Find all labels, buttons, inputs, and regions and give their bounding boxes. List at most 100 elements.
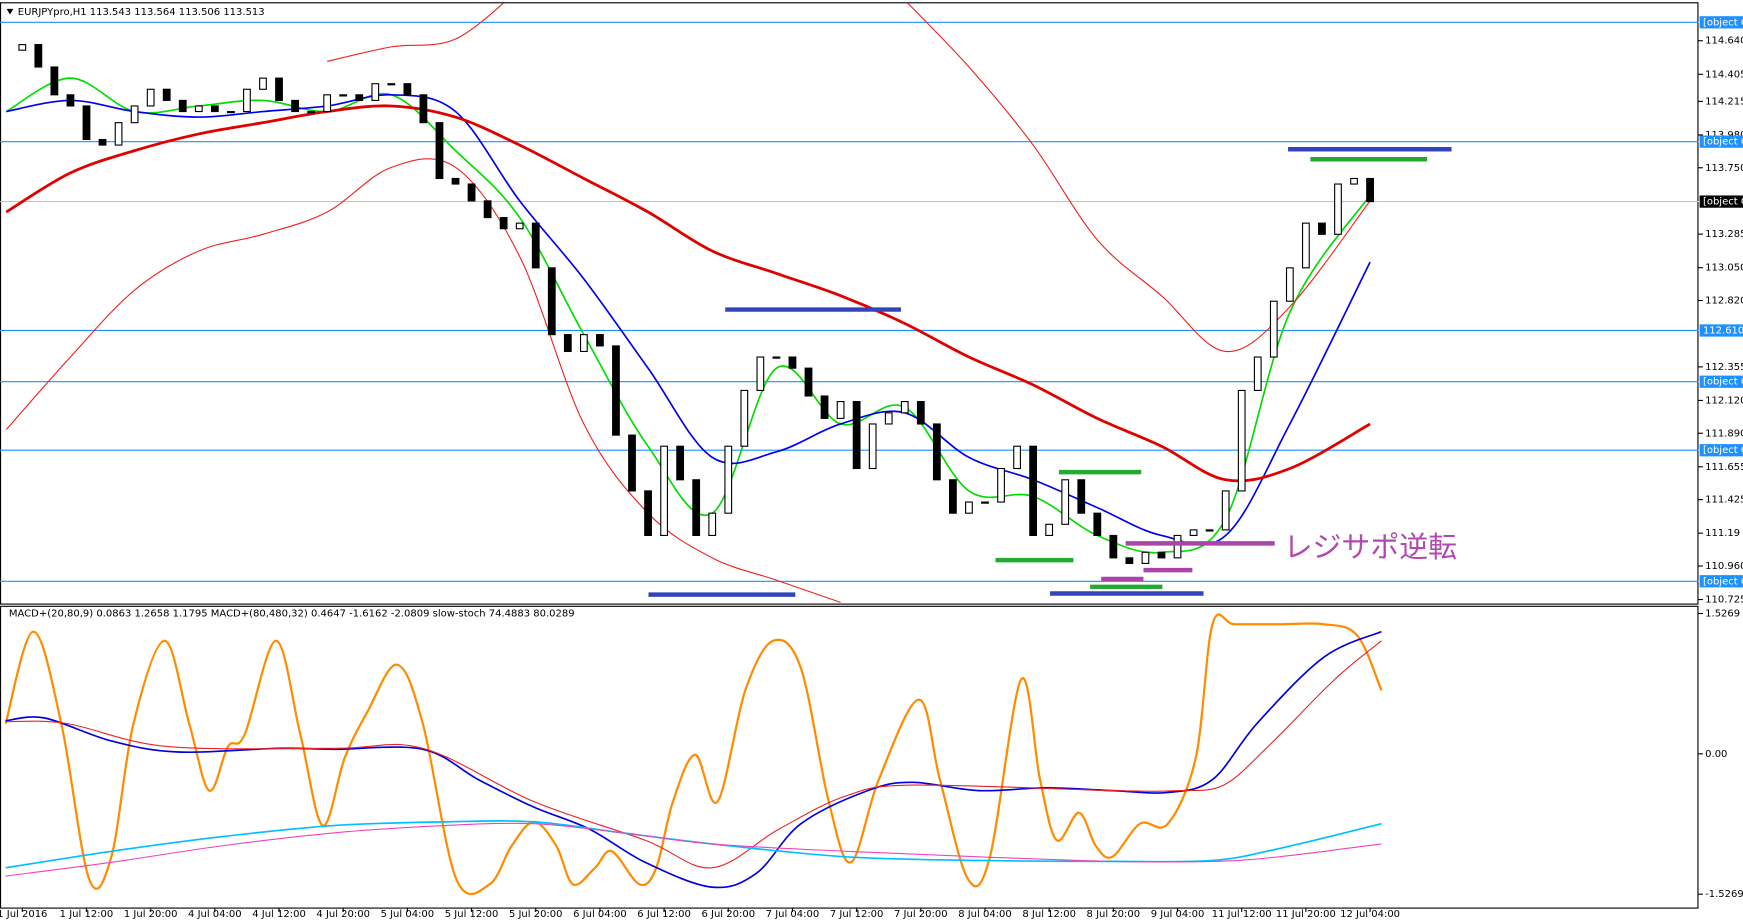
y-tick-label: 113.050 <box>1705 263 1743 274</box>
y-tick-label: 114.405 <box>1705 69 1743 80</box>
candle <box>259 77 267 90</box>
candle <box>467 183 476 202</box>
candle <box>852 401 861 470</box>
candle <box>18 44 27 51</box>
y-tick-label: 112.120 <box>1705 395 1743 406</box>
candle <box>676 445 685 481</box>
candle <box>194 105 203 113</box>
x-tick-label: 6 Jul 04:00 <box>573 909 627 920</box>
x-tick-label: 5 Jul 04:00 <box>381 909 435 920</box>
x-tick-label: 4 Jul 20:00 <box>316 909 370 920</box>
candle <box>772 356 781 359</box>
candle <box>900 401 909 414</box>
y-tick-label: 111.890 <box>1705 428 1743 439</box>
candle <box>1366 177 1374 203</box>
candle <box>130 105 139 124</box>
level-label: [object Object] <box>1703 576 1743 587</box>
candle <box>1093 512 1102 537</box>
level-label: [object Object] <box>1703 197 1743 208</box>
y-tick-label: 114.640 <box>1705 36 1743 47</box>
candle <box>612 345 620 436</box>
x-tick-label: 1 Jul 20:00 <box>124 909 178 920</box>
indicator-line <box>5 158 841 603</box>
candle <box>547 267 556 336</box>
candle <box>339 94 348 97</box>
candle <box>435 122 444 180</box>
candle <box>82 105 91 141</box>
x-tick-label: 9 Jul 04:00 <box>1151 909 1205 920</box>
candle <box>114 122 123 146</box>
candle <box>1045 523 1054 537</box>
candle <box>50 66 59 96</box>
candle <box>210 105 219 113</box>
candle <box>1350 177 1358 185</box>
indicator-line <box>5 640 1382 869</box>
candle <box>499 217 508 230</box>
candle <box>1061 479 1070 525</box>
y-tick-label: 113.750 <box>1705 163 1743 174</box>
annotation: レジサポ逆転 <box>1284 530 1457 564</box>
candle <box>965 501 973 514</box>
candle <box>275 77 283 101</box>
candle <box>1334 183 1342 235</box>
candle <box>243 88 251 113</box>
y-tick-label: 113.980 <box>1705 130 1743 141</box>
candle <box>355 94 364 101</box>
candle <box>387 83 396 86</box>
candle <box>579 334 588 353</box>
indicator-line <box>6 93 1371 546</box>
level-label-box <box>1699 575 1743 588</box>
candle <box>146 88 155 107</box>
x-tick-label: 8 Jul 04:00 <box>958 909 1012 920</box>
y-tick-label: 110.960 <box>1705 561 1743 572</box>
x-tick-label: 6 Jul 20:00 <box>701 909 755 920</box>
y-tick-label: 1.5269 <box>1705 608 1740 619</box>
x-tick-label: 4 Jul 04:00 <box>188 909 242 920</box>
candle <box>1125 557 1134 564</box>
x-tick-label: 6 Jul 12:00 <box>637 909 691 920</box>
candle <box>932 423 941 481</box>
indicator-line <box>327 3 1371 353</box>
x-tick-label: 7 Jul 04:00 <box>766 909 820 920</box>
y-tick-label: -1.5269 <box>1705 889 1743 900</box>
x-tick-label: 8 Jul 20:00 <box>1087 909 1141 920</box>
candle <box>724 445 733 514</box>
level-label-box <box>1699 135 1743 148</box>
level-label: [object Object] <box>1703 377 1743 388</box>
candle <box>1109 534 1118 559</box>
price-plot <box>0 3 1699 603</box>
indicator-title: MACD+(20,80,9) 0.0863 1.2658 1.1795 MACD… <box>9 609 575 620</box>
candle <box>531 222 540 269</box>
level-label-box <box>1699 195 1743 208</box>
y-tick-label: 113.285 <box>1705 229 1743 240</box>
x-tick-label: 11 Jul 12:00 <box>1212 909 1272 920</box>
indicator-line <box>5 104 1371 483</box>
drawings <box>648 146 1452 597</box>
level-label: 112.610 <box>1703 325 1743 336</box>
candle <box>1253 356 1262 391</box>
candle <box>1141 551 1150 564</box>
candle <box>1237 389 1246 492</box>
candle <box>692 479 701 537</box>
candle <box>1269 300 1278 358</box>
candle <box>1318 222 1326 235</box>
candle <box>740 389 749 447</box>
candle <box>515 222 524 230</box>
candle <box>628 434 636 492</box>
axes: 114.640 114.405 114.215 113.980 113.750 113.2… <box>0 16 1743 920</box>
candle <box>98 138 107 146</box>
candle <box>1077 479 1086 514</box>
menu-arrow[interactable] <box>6 8 14 15</box>
y-tick-label: 111.655 <box>1705 462 1743 473</box>
candle <box>34 44 43 68</box>
candle <box>708 512 717 537</box>
candle <box>419 94 428 124</box>
candle <box>451 177 460 185</box>
candle <box>836 401 845 419</box>
candle <box>820 395 829 419</box>
x-tick-label: 11 Jul 20:00 <box>1276 909 1336 920</box>
level-label-box <box>1699 375 1743 388</box>
indicator-line <box>5 822 1382 877</box>
